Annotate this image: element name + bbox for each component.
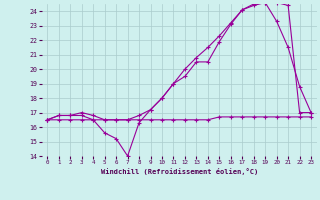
X-axis label: Windchill (Refroidissement éolien,°C): Windchill (Refroidissement éolien,°C) (100, 168, 258, 175)
